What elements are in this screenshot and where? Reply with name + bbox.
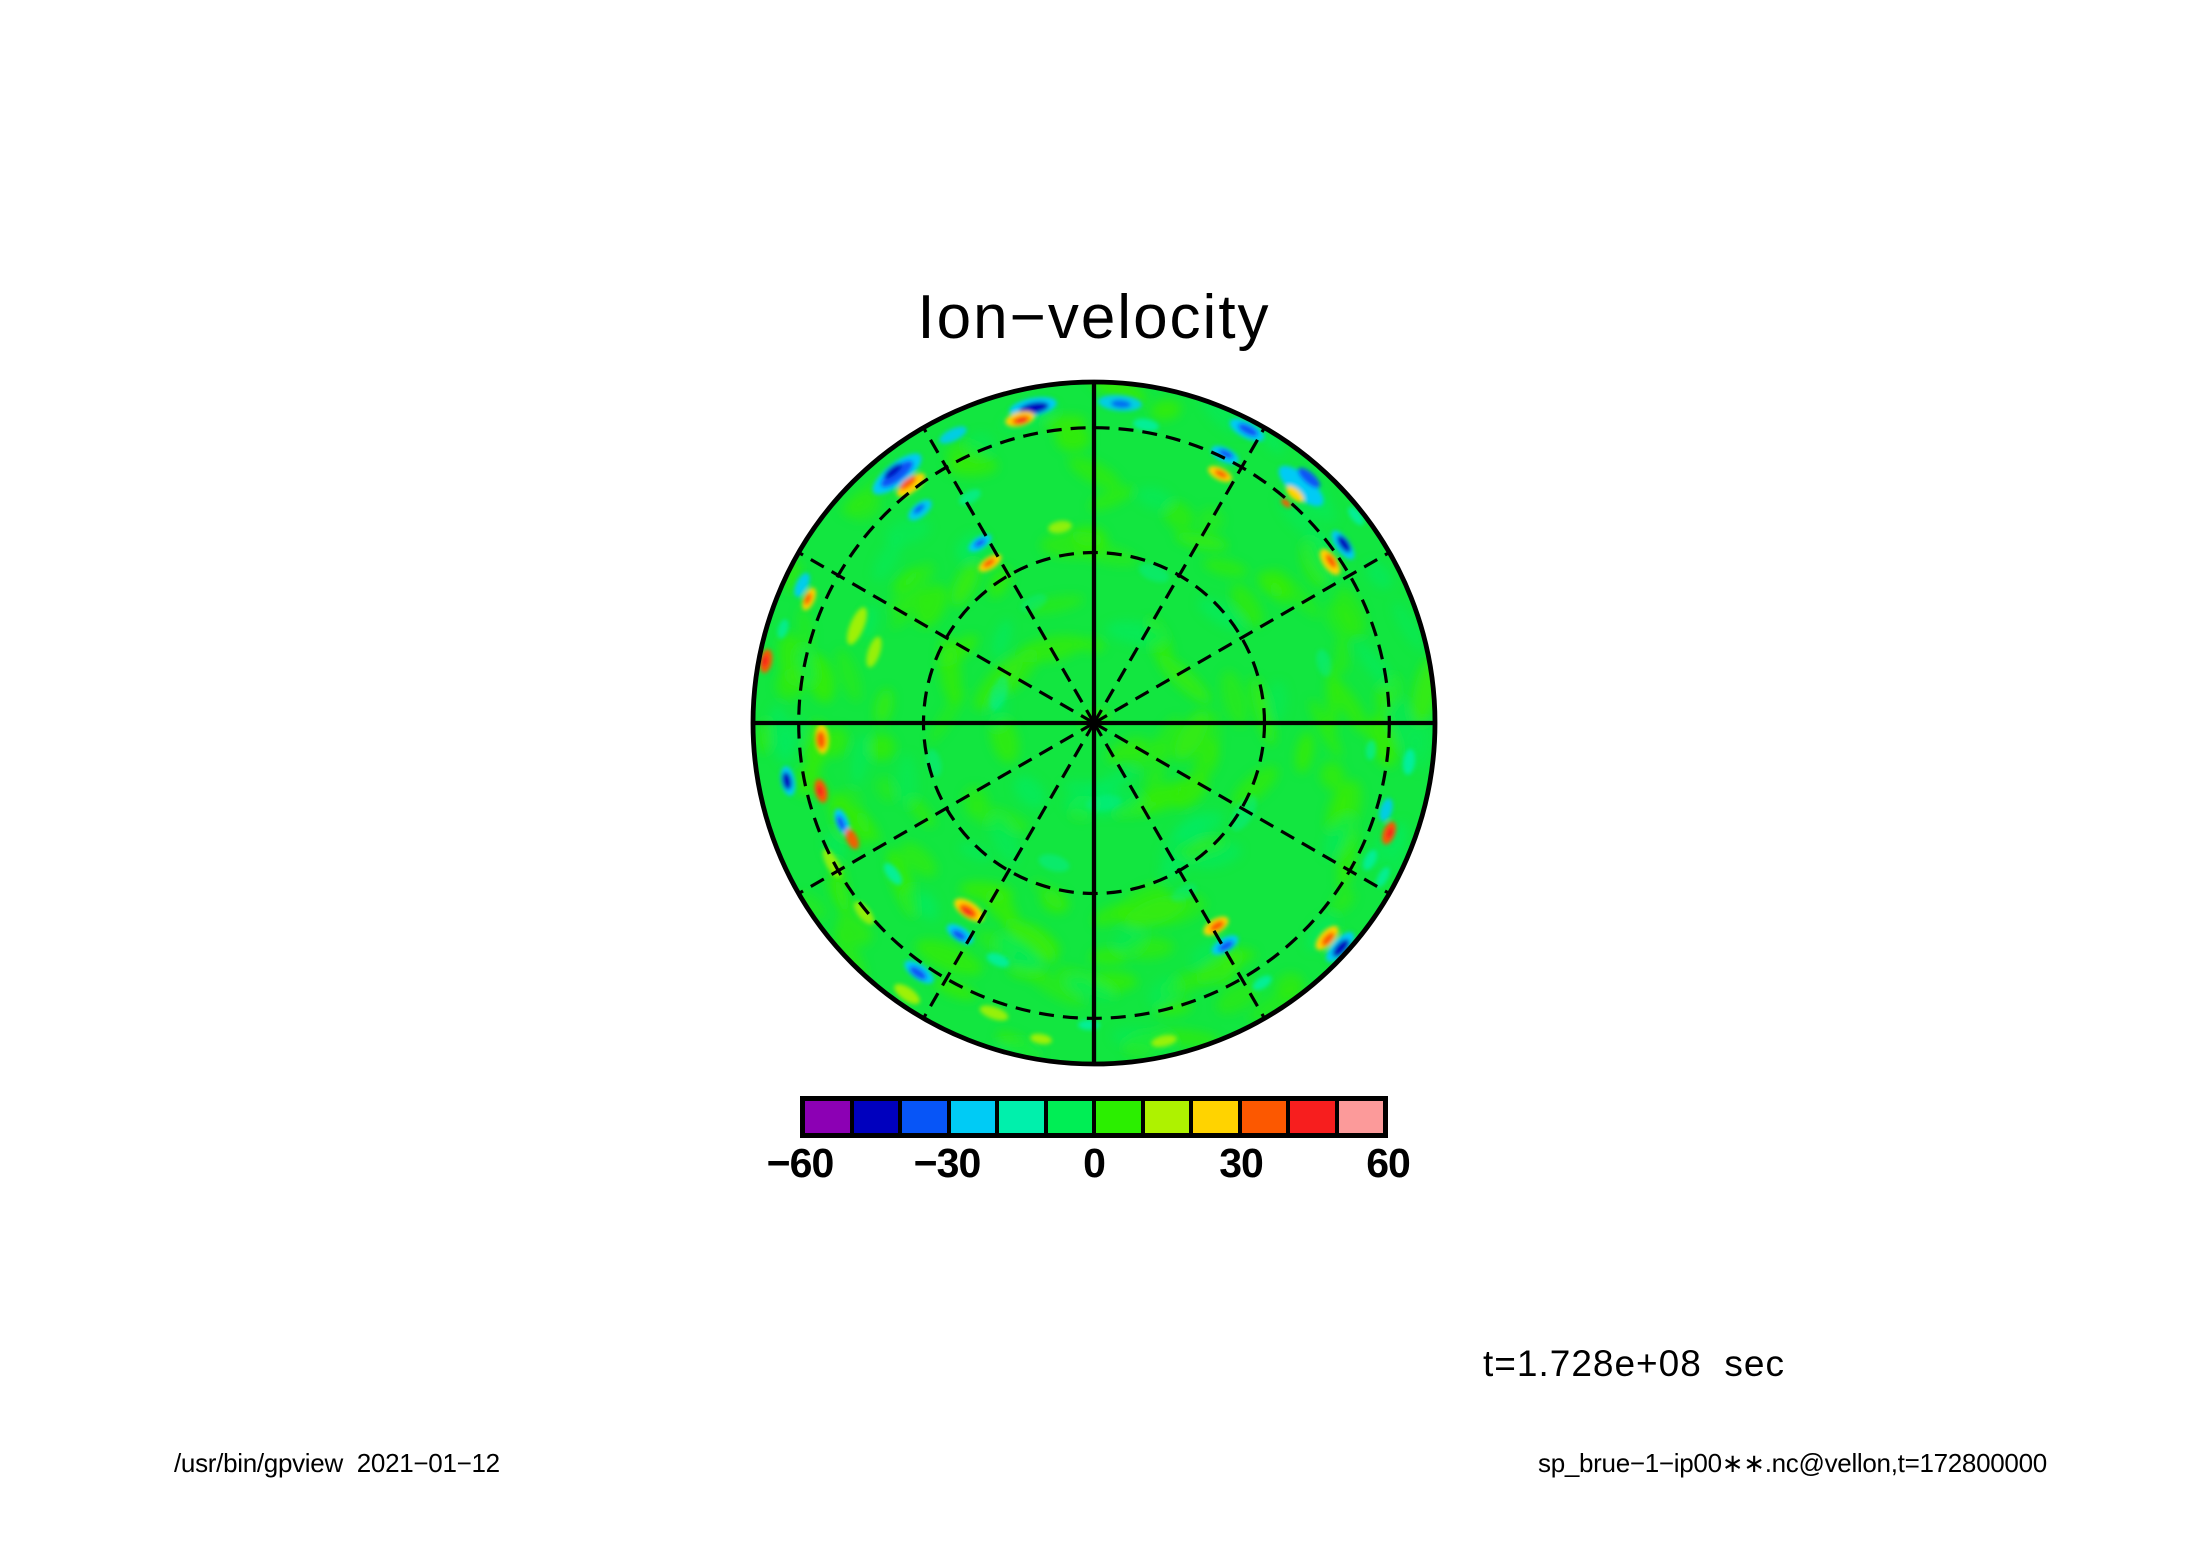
field-texture <box>757 382 1435 1060</box>
colorbar-tick: 0 <box>1083 1140 1106 1186</box>
meridian-line <box>922 426 1096 724</box>
colorbar-tick: 30 <box>1219 1140 1264 1186</box>
colorbar-cell <box>1144 1101 1189 1133</box>
colorbar-cell <box>1193 1101 1238 1133</box>
colorbar-tick: −30 <box>913 1140 982 1186</box>
colorbar-tick: −60 <box>766 1140 835 1186</box>
field-anomalies <box>759 394 1416 1048</box>
colorbar-tick: 60 <box>1366 1140 1411 1186</box>
colorbar-cell <box>1096 1101 1141 1133</box>
colorbar-cell <box>999 1101 1044 1133</box>
colorbar-cell <box>853 1101 898 1133</box>
meridian-line <box>1093 551 1391 725</box>
colorbar-cell <box>1290 1101 1335 1133</box>
footer-command: /usr/bin/gpview 2021−01−12 <box>174 1448 500 1478</box>
colorbar-cell <box>902 1101 947 1133</box>
plot-title: Ion−velocity <box>917 283 1271 352</box>
colorbar <box>800 1096 1388 1138</box>
polar-plot <box>750 379 1438 1067</box>
footer-source: sp_brue−1−ip00∗∗.nc@vellon,t=172800000 <box>1538 1448 2047 1478</box>
meridian-line <box>1092 426 1266 724</box>
meridian-line <box>1092 722 1266 1020</box>
meridian-line <box>922 722 1096 1020</box>
plot-rim <box>750 379 1438 1067</box>
colorbar-cell <box>950 1101 995 1133</box>
graticule <box>750 379 1438 1067</box>
time-label: t=1.728e+08 sec <box>1483 1343 1785 1384</box>
meridian-line <box>797 721 1095 895</box>
colorbar-cell <box>805 1101 850 1133</box>
meridian-line <box>1093 721 1391 895</box>
colorbar-cell <box>1047 1101 1092 1133</box>
colorbar-ticks: −60 −30 0 30 60 <box>767 1140 1411 1191</box>
meridian-line <box>797 551 1095 725</box>
colorbar-cell <box>1241 1101 1286 1133</box>
colorbar-cell <box>1338 1101 1383 1133</box>
